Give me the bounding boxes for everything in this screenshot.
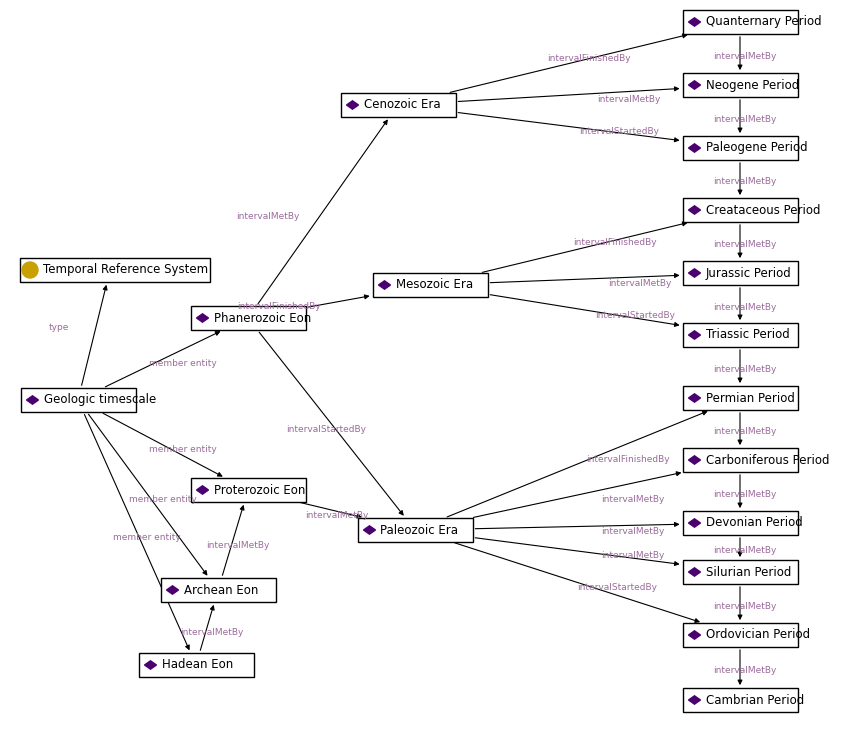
- Text: Jurassic Period: Jurassic Period: [705, 266, 791, 280]
- Text: intervalStartedBy: intervalStartedBy: [579, 127, 659, 136]
- Text: intervalMetBy: intervalMetBy: [206, 540, 270, 550]
- Polygon shape: [688, 144, 700, 152]
- Text: intervalFinishedBy: intervalFinishedBy: [547, 54, 631, 63]
- Text: Triassic Period: Triassic Period: [705, 329, 789, 341]
- Bar: [161, 578, 276, 602]
- Bar: [683, 10, 797, 34]
- Bar: [683, 261, 797, 285]
- Text: Carboniferous Period: Carboniferous Period: [705, 454, 829, 467]
- Polygon shape: [688, 18, 700, 26]
- Text: intervalMetBy: intervalMetBy: [597, 95, 660, 104]
- Text: member entity: member entity: [129, 495, 197, 504]
- Text: Quanternary Period: Quanternary Period: [705, 15, 821, 29]
- Polygon shape: [688, 269, 700, 277]
- Bar: [683, 511, 797, 535]
- Text: Cenozoic Era: Cenozoic Era: [363, 98, 440, 112]
- Text: type: type: [49, 322, 69, 332]
- Text: intervalMetBy: intervalMetBy: [713, 302, 777, 311]
- Bar: [683, 386, 797, 410]
- Bar: [683, 688, 797, 712]
- Bar: [683, 448, 797, 472]
- Polygon shape: [197, 314, 208, 322]
- Polygon shape: [688, 568, 700, 576]
- Text: Silurian Period: Silurian Period: [705, 565, 791, 578]
- Text: intervalMetBy: intervalMetBy: [713, 115, 777, 124]
- Bar: [683, 560, 797, 584]
- Polygon shape: [26, 396, 38, 404]
- Text: intervalFinishedBy: intervalFinishedBy: [585, 454, 670, 463]
- Text: Hadean Eon: Hadean Eon: [162, 658, 233, 672]
- Polygon shape: [363, 526, 375, 534]
- Text: Archean Eon: Archean Eon: [184, 584, 258, 597]
- Text: intervalMetBy: intervalMetBy: [601, 551, 664, 561]
- Polygon shape: [379, 281, 391, 289]
- Text: intervalStartedBy: intervalStartedBy: [578, 583, 658, 592]
- Text: intervalStartedBy: intervalStartedBy: [595, 310, 675, 319]
- Text: Creataceous Period: Creataceous Period: [705, 203, 820, 217]
- Polygon shape: [688, 631, 700, 639]
- Text: intervalMetBy: intervalMetBy: [237, 212, 300, 221]
- Text: intervalMetBy: intervalMetBy: [608, 280, 671, 288]
- Text: intervalMetBy: intervalMetBy: [713, 490, 777, 499]
- Text: Neogene Period: Neogene Period: [705, 79, 799, 92]
- Text: intervalMetBy: intervalMetBy: [180, 628, 243, 637]
- Polygon shape: [688, 456, 700, 464]
- Text: intervalMetBy: intervalMetBy: [713, 666, 777, 675]
- Text: Paleogene Period: Paleogene Period: [705, 142, 807, 154]
- Text: intervalFinishedBy: intervalFinishedBy: [574, 238, 657, 247]
- Text: intervalMetBy: intervalMetBy: [713, 178, 777, 186]
- Bar: [373, 273, 488, 297]
- Text: intervalMetBy: intervalMetBy: [713, 240, 777, 249]
- Text: intervalMetBy: intervalMetBy: [713, 365, 777, 374]
- Text: member entity: member entity: [113, 533, 181, 542]
- Polygon shape: [688, 519, 700, 527]
- Text: intervalFinishedBy: intervalFinishedBy: [237, 302, 321, 311]
- Bar: [357, 518, 472, 542]
- Polygon shape: [197, 486, 208, 494]
- Text: Temporal Reference System: Temporal Reference System: [43, 264, 208, 277]
- Text: intervalStartedBy: intervalStartedBy: [287, 424, 367, 434]
- Text: Devonian Period: Devonian Period: [705, 517, 802, 529]
- Text: Cambrian Period: Cambrian Period: [705, 694, 803, 707]
- Text: Phanerozoic Eon: Phanerozoic Eon: [214, 311, 311, 324]
- Text: intervalMetBy: intervalMetBy: [601, 495, 664, 504]
- Circle shape: [22, 262, 38, 278]
- Text: Paleozoic Era: Paleozoic Era: [380, 523, 459, 537]
- Bar: [191, 306, 306, 330]
- Text: intervalMetBy: intervalMetBy: [713, 427, 777, 437]
- Text: intervalMetBy: intervalMetBy: [713, 602, 777, 611]
- Text: member entity: member entity: [149, 446, 217, 454]
- Text: intervalMetBy: intervalMetBy: [305, 511, 368, 520]
- Polygon shape: [688, 394, 700, 402]
- Text: intervalMetBy: intervalMetBy: [713, 546, 777, 555]
- Bar: [20, 258, 210, 282]
- Bar: [20, 388, 135, 412]
- Text: member entity: member entity: [149, 360, 217, 368]
- Text: Geologic timescale: Geologic timescale: [43, 393, 156, 407]
- Text: intervalMetBy: intervalMetBy: [601, 527, 664, 536]
- Text: intervalMetBy: intervalMetBy: [713, 52, 777, 61]
- Bar: [683, 623, 797, 647]
- Bar: [683, 198, 797, 222]
- Polygon shape: [688, 206, 700, 214]
- Polygon shape: [167, 586, 179, 595]
- Polygon shape: [688, 696, 700, 704]
- Bar: [683, 73, 797, 97]
- Polygon shape: [688, 331, 700, 339]
- Bar: [191, 478, 306, 502]
- Bar: [340, 93, 455, 117]
- Polygon shape: [346, 101, 358, 109]
- Bar: [683, 136, 797, 160]
- Polygon shape: [145, 661, 157, 669]
- Text: Ordovician Period: Ordovician Period: [705, 628, 809, 642]
- Text: Proterozoic Eon: Proterozoic Eon: [214, 484, 305, 496]
- Bar: [139, 653, 254, 677]
- Text: Permian Period: Permian Period: [705, 391, 794, 404]
- Bar: [683, 323, 797, 347]
- Polygon shape: [688, 81, 700, 90]
- Text: Mesozoic Era: Mesozoic Era: [396, 278, 472, 291]
